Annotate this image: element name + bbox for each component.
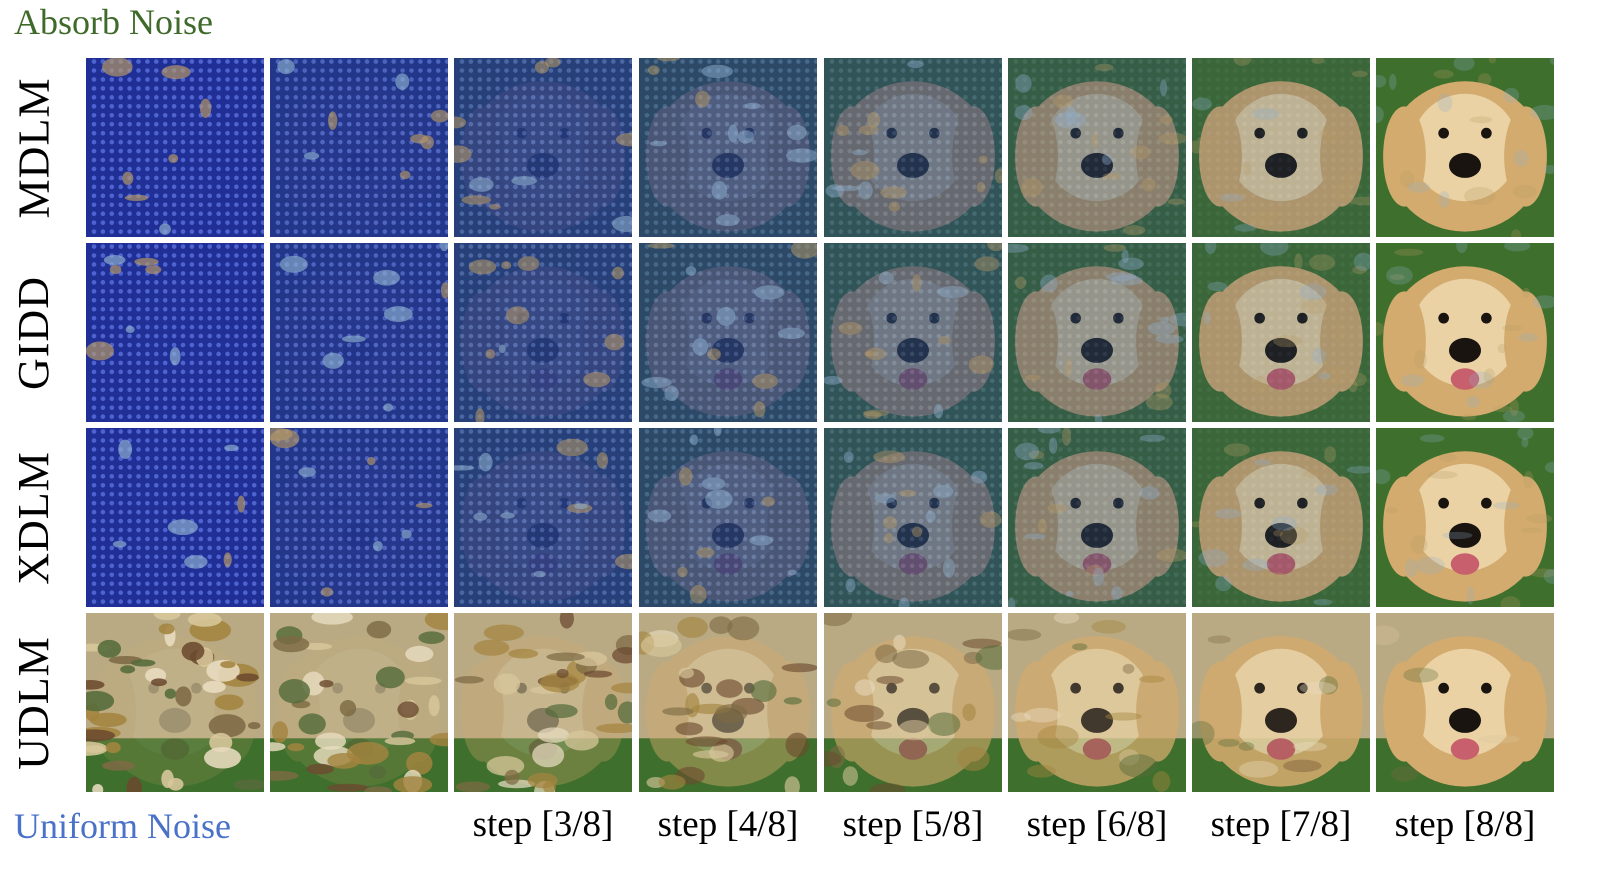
sample-image [824,613,1002,792]
sample-image [270,613,448,792]
sample-image [454,428,632,607]
sample-image [1376,428,1554,607]
row-label-xdlm: XDLM [9,450,58,585]
sample-image [1192,613,1370,792]
sample-image [1192,428,1370,607]
image-grid [86,58,1564,792]
step-label: step [8/8] [1394,804,1536,845]
sample-image [454,58,632,237]
sample-image [86,58,264,237]
sample-image [1192,243,1370,422]
sample-image [1376,243,1554,422]
sample-image [1376,613,1554,792]
sample-image [1376,58,1554,237]
absorb-noise-label: Absorb Noise [14,2,213,42]
step-label: step [7/8] [1210,804,1352,845]
step-label: step [5/8] [842,804,984,845]
sample-image [639,428,817,607]
sample-image [639,243,817,422]
sample-image [86,613,264,792]
row-label-udlm: UDLM [9,635,58,770]
sample-image [1008,428,1186,607]
sample-image [86,428,264,607]
sample-image [1008,613,1186,792]
sample-image [454,243,632,422]
sample-image [824,58,1002,237]
sample-image [639,58,817,237]
sample-image [639,613,817,792]
sample-image [824,243,1002,422]
sample-image [270,243,448,422]
sample-image [270,428,448,607]
row-label-mdlm: MDLM [9,77,58,218]
sample-image [1008,58,1186,237]
sample-image [270,58,448,237]
sample-image [86,243,264,422]
step-label: step [6/8] [1026,804,1168,845]
sample-image [1008,243,1186,422]
sample-image [1192,58,1370,237]
sample-image [824,428,1002,607]
uniform-noise-label: Uniform Noise [14,806,231,846]
step-label: step [3/8] [472,804,614,845]
sample-image [454,613,632,792]
row-label-gidd: GIDD [9,275,59,390]
step-label: step [4/8] [657,804,799,845]
